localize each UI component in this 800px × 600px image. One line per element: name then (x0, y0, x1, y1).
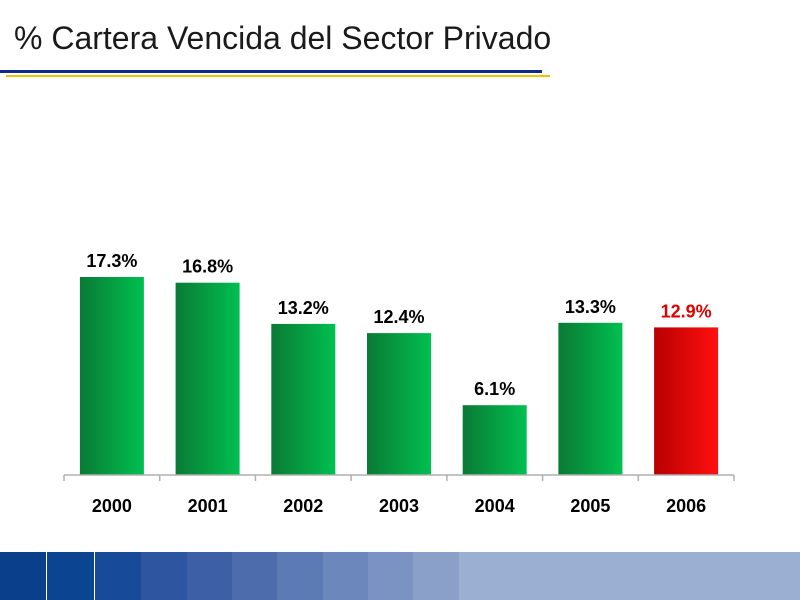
page-title: % Cartera Vencida del Sector Privado (14, 20, 552, 56)
footer-segment (46, 552, 95, 600)
title-underline-yellow (6, 75, 550, 77)
data-label-2000: 17.3% (86, 251, 137, 271)
footer-segment (458, 552, 800, 600)
x-tick-label-2001: 2001 (188, 496, 228, 516)
bar-2002 (271, 323, 336, 475)
footer-segment (413, 552, 459, 600)
data-label-2006: 12.9% (661, 301, 712, 321)
bar-2006 (654, 327, 719, 475)
data-label-2001: 16.8% (182, 257, 233, 277)
footer-segment (140, 552, 187, 600)
x-tick-label-2005: 2005 (570, 496, 610, 516)
bar-2003 (367, 333, 431, 475)
data-label-2003: 12.4% (373, 307, 424, 327)
x-tick-label-2003: 2003 (379, 496, 419, 516)
data-label-2005: 13.3% (565, 297, 616, 317)
footer-segment (277, 552, 324, 600)
x-tick-label-2006: 2006 (666, 496, 706, 516)
data-label-2004: 6.1% (474, 379, 515, 399)
footer-segment (368, 552, 413, 600)
bar-2005 (558, 322, 623, 475)
x-tick-label-2002: 2002 (283, 496, 323, 516)
footer-segment (323, 552, 369, 600)
footer-segment (186, 552, 233, 600)
bar-2001 (175, 282, 240, 475)
data-label-2002: 13.2% (278, 298, 329, 318)
x-tick-label-2004: 2004 (475, 496, 515, 516)
bar-2004 (462, 405, 527, 475)
footer-segment (0, 552, 47, 600)
bar-chart: 17.3% 2000 16.8% 2001 13.2% 2002 12.4% 2003 6.1%… (63, 251, 735, 516)
title-underline-blue (0, 70, 542, 73)
x-tick-label-2000: 2000 (92, 496, 132, 516)
footer-segment (94, 552, 141, 600)
footer-color-band (0, 552, 800, 600)
footer-segment (232, 552, 278, 600)
bar-2000 (79, 277, 144, 475)
